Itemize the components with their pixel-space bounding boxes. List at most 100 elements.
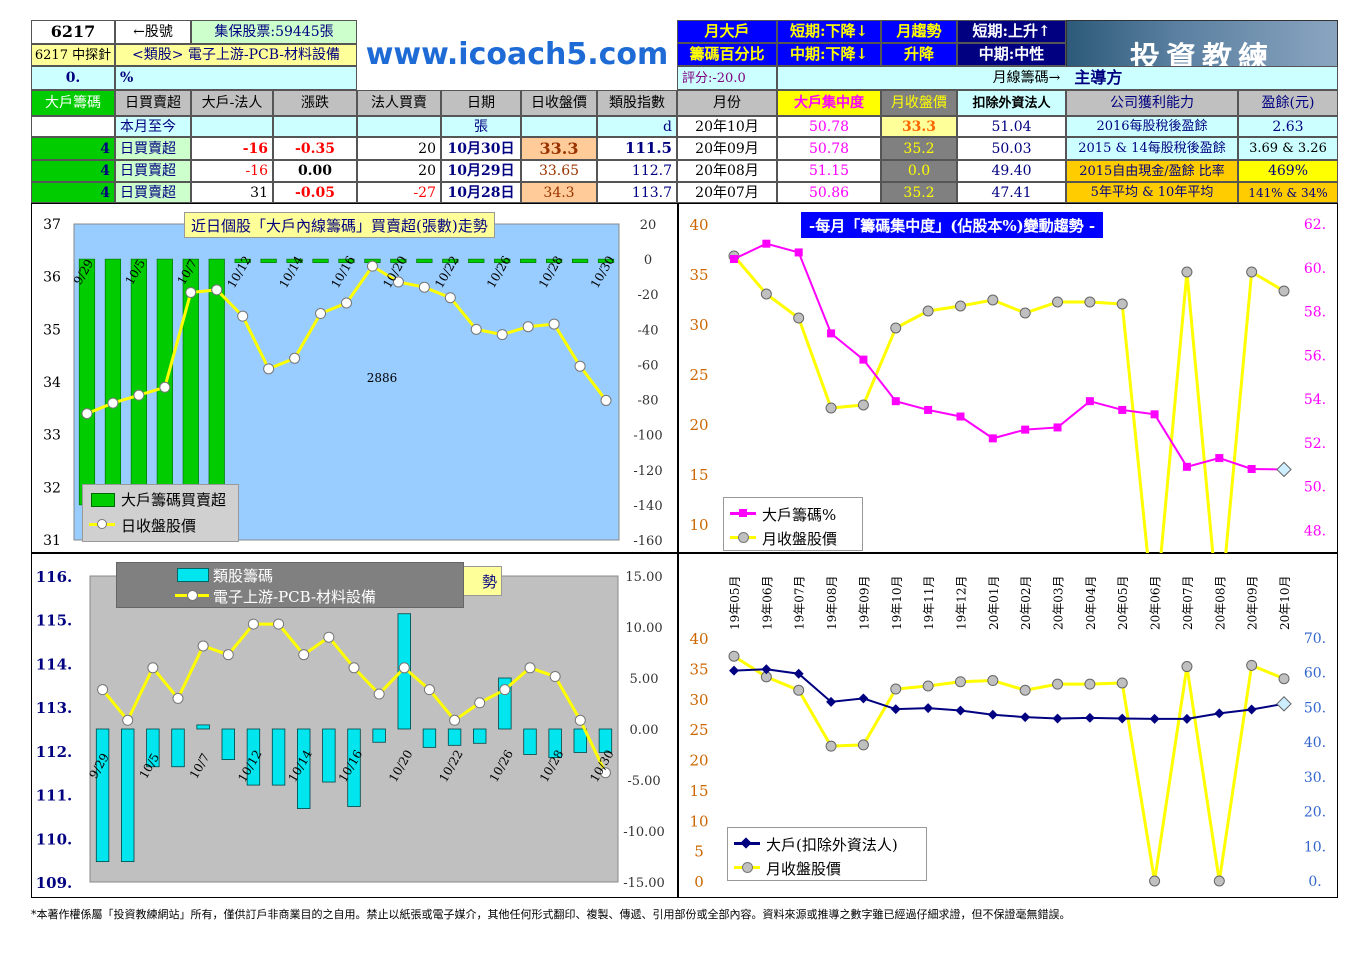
r2-concentration: 51.15 — [777, 160, 881, 182]
row1-change: 0.00 — [273, 160, 357, 182]
chart1-left-tick: 32 — [43, 480, 61, 496]
chart2-chip-point — [924, 405, 933, 414]
chart2-price-point — [760, 288, 772, 300]
short-term-down: 短期:下降↓ — [777, 20, 881, 43]
chart1-price-point — [522, 321, 534, 333]
chart1-legend-line: 日收盤股價 — [121, 517, 197, 535]
chart4-right-tick: 60. — [1304, 666, 1326, 682]
chart1-bar — [130, 258, 147, 506]
chart4-chip-point — [955, 705, 966, 716]
chart4-right-tick: 30. — [1304, 770, 1326, 786]
chart4-chip-point — [1181, 713, 1192, 724]
chart3-bar — [598, 728, 613, 753]
r2-close: 0.0 — [881, 160, 957, 182]
chart3-index-point — [449, 714, 461, 726]
chart2-title: -每月「籌碼集中度」(佔股本%)變動趨勢 - — [801, 212, 1104, 238]
hdr-close: 日收盤價 — [521, 90, 597, 116]
sub-2 — [191, 116, 273, 137]
chart1-right-tick: -140 — [633, 499, 662, 514]
chart2-chip-point — [1085, 397, 1094, 406]
chart1-price-point — [444, 292, 456, 304]
chart4-x-tick: 20年01月 — [987, 575, 1001, 630]
chart1-bar — [468, 258, 485, 263]
chart4-chip-point — [729, 665, 739, 676]
chart4-x-tick: 20年10月 — [1278, 575, 1292, 630]
sub-d: d — [597, 116, 677, 137]
chart1-bar — [416, 258, 433, 263]
chart3-left-tick: 113. — [36, 699, 73, 717]
chart4-x-tick: 20年05月 — [1116, 575, 1130, 630]
chart4-panel: 19年05月 19年06月 19年07月 19年08月 19年09月 19年10月 19年1… — [678, 553, 1338, 898]
chart1-panel: 31 32 33 34 35 36 37 20 0 -20 -40 -60 -80 -100 -120 -14… — [31, 203, 678, 553]
chart1-bar — [312, 258, 329, 263]
row0-label: 日買賣超 — [115, 137, 191, 160]
chart3-index-point — [97, 684, 109, 696]
sub-3 — [273, 116, 357, 137]
disclaimer: *本著作權係屬「投資教練網站」所有，僅供訂戶非商業目的之自用。禁止以紙張或電子媒… — [31, 908, 1071, 921]
chart3-bar — [473, 728, 487, 744]
chart4-right-tick: 10. — [1304, 839, 1326, 855]
chart2-right-tick: 54. — [1304, 392, 1326, 408]
chart2-price-line — [732, 255, 1285, 625]
chart1-price-point — [159, 381, 171, 393]
row1-date: 10月29日 — [441, 160, 521, 182]
chart2-price-point — [1246, 266, 1258, 278]
chart1-left-tick: 36 — [43, 270, 61, 286]
chart1-price-point — [237, 310, 249, 322]
chart4-right-tick: 70. — [1304, 631, 1326, 647]
r2-profit: 2015自由現金/盈餘 比率 — [1066, 160, 1238, 182]
zero-value: 0. — [31, 66, 115, 90]
chart1-price-point — [548, 318, 560, 330]
row2-val: 4 — [31, 182, 115, 203]
chart2-price-point — [890, 322, 902, 334]
chart1-left-tick: 37 — [43, 217, 61, 233]
chart2-chip-point — [730, 255, 738, 263]
chart2-legend-marker2 — [738, 532, 749, 543]
chart3-right-tick: -5.00 — [627, 774, 660, 789]
chart3-legend-bar: 類股籌碼 — [213, 567, 274, 585]
chart2-chip-line — [733, 242, 1285, 471]
chart3-index-point — [549, 671, 561, 683]
sub-4 — [357, 116, 441, 137]
chart3-bar — [297, 728, 311, 809]
chart3-index-point — [599, 767, 611, 779]
chart4-right-tick: 20. — [1304, 805, 1326, 821]
chart4-x-tick: 19年06月 — [760, 575, 774, 630]
chart1-bar — [597, 258, 615, 263]
chart3-left-tick: 116. — [36, 568, 73, 586]
chart4-svg: 19年05月 19年06月 19年07月 19年08月 19年09月 19年10月 19年1… — [689, 575, 1326, 891]
chart3-legend-line: 電子上游-PCB-材料設備 — [213, 588, 377, 606]
row2-inst: -27 — [357, 182, 441, 203]
hdr-big-inst: 大戶-法人 — [191, 90, 273, 116]
industry-label: <類股> 電子上游-PCB-材料設備 — [115, 44, 357, 66]
row1-big-inst: -16 — [191, 160, 273, 182]
chart4-chip-point — [1214, 708, 1225, 719]
chart1-bar — [571, 258, 589, 263]
chart2-chip-point — [1182, 462, 1191, 471]
r3-concentration: 50.86 — [777, 182, 881, 203]
chart4-price-point — [1278, 673, 1290, 685]
chart2-price-point — [954, 300, 966, 312]
row2-big-inst: 31 — [191, 182, 273, 203]
chart1-price-point — [470, 323, 482, 335]
rise-fall-label: 升降 — [881, 43, 957, 66]
chart1-price-point — [315, 308, 327, 320]
chart2-price-point — [987, 294, 999, 306]
chart3-index-point — [398, 662, 410, 674]
chart4-x-tick: 19年11月 — [922, 575, 936, 630]
hdr-big: 大戶籌碼 — [31, 90, 115, 116]
chart4-price-line — [733, 654, 1285, 882]
sub-unit: 張 — [441, 116, 521, 137]
r3-excl: 47.41 — [957, 182, 1066, 203]
chart3-index-point — [499, 684, 511, 696]
chart1-price-point — [263, 363, 275, 375]
chart4-left-tick: 0 — [694, 873, 704, 891]
chart2-legend-line1: 大戶籌碼% — [762, 506, 837, 524]
chart1-right-tick: -40 — [638, 323, 659, 338]
chart4-right-tick: 50. — [1304, 700, 1326, 716]
chart2-right-tick: 52. — [1304, 436, 1326, 452]
site-url[interactable]: www.icoach5.com — [365, 36, 669, 72]
chart3-index-point — [122, 714, 134, 726]
r2-eps: 469% — [1238, 160, 1338, 182]
chart4-legend-marker2 — [742, 862, 753, 873]
